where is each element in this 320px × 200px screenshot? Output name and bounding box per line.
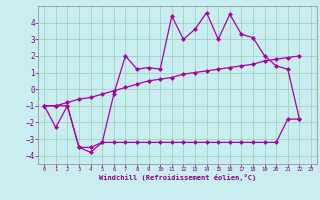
X-axis label: Windchill (Refroidissement éolien,°C): Windchill (Refroidissement éolien,°C)	[99, 174, 256, 181]
